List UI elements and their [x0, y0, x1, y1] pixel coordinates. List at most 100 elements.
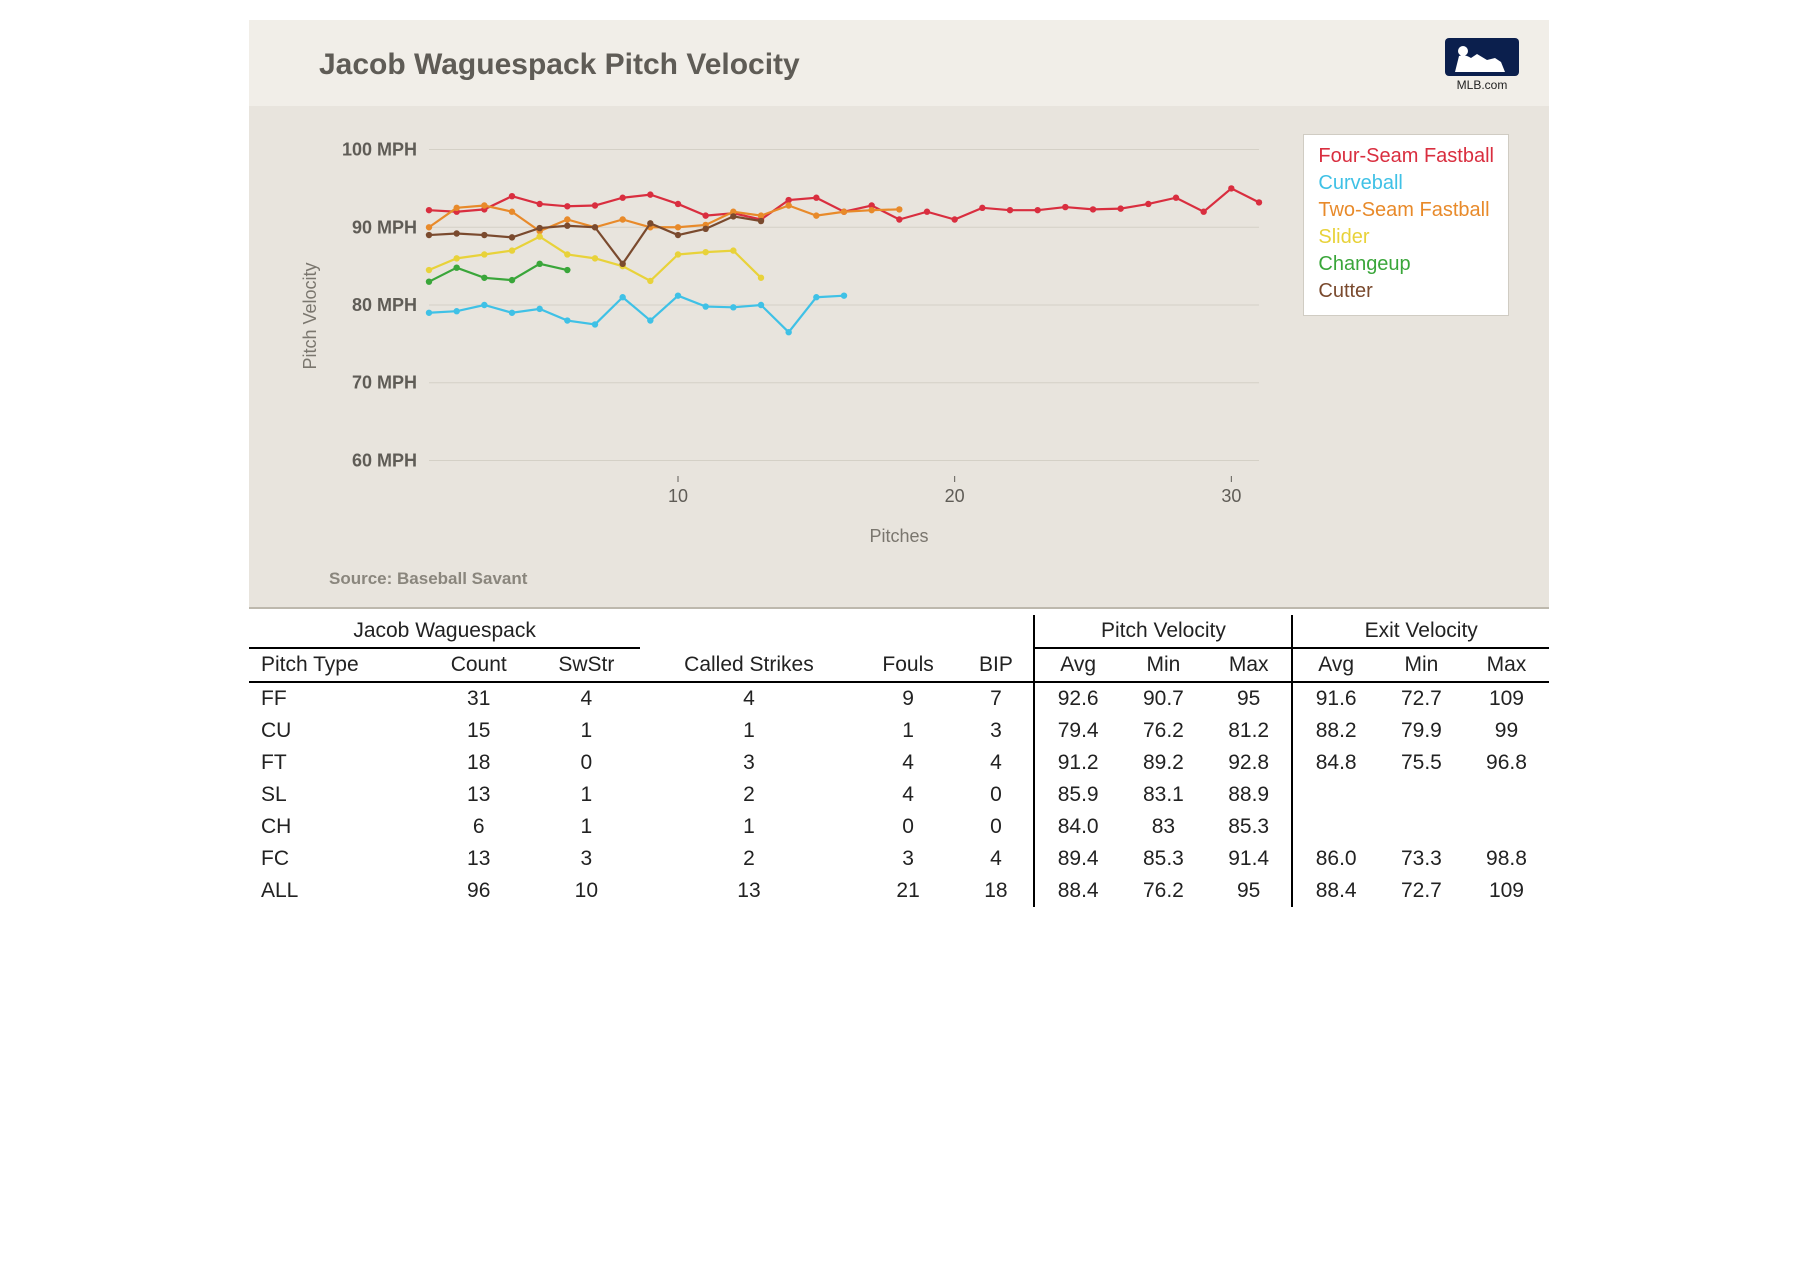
svg-text:80 MPH: 80 MPH — [352, 295, 417, 315]
table-cell: 91.2 — [1034, 747, 1121, 779]
col-ev-max: Max — [1464, 648, 1549, 682]
table-row: ALL961013211888.476.29588.472.7109 — [249, 875, 1549, 907]
col-pv-avg: Avg — [1034, 648, 1121, 682]
table-cell: 83.1 — [1121, 779, 1206, 811]
exit-velocity-group: Exit Velocity — [1292, 615, 1549, 648]
table-cell: 7 — [958, 682, 1034, 715]
table-cell: 84.0 — [1034, 811, 1121, 843]
svg-text:70 MPH: 70 MPH — [352, 373, 417, 393]
table-row: CH6110084.08385.3 — [249, 811, 1549, 843]
table-cell: 75.5 — [1379, 747, 1464, 779]
svg-text:10: 10 — [668, 486, 688, 506]
source-text: Source: Baseball Savant — [249, 559, 1549, 609]
table-cell: 72.7 — [1379, 875, 1464, 907]
table-row: FT18034491.289.292.884.875.596.8 — [249, 747, 1549, 779]
table-cell: 1 — [640, 811, 858, 843]
table-cell: 4 — [858, 747, 959, 779]
svg-text:20: 20 — [945, 486, 965, 506]
table-cell: 2 — [640, 843, 858, 875]
col-pitch-type: Pitch Type — [249, 648, 425, 682]
table-cell: 0 — [858, 811, 959, 843]
table-cell: 79.9 — [1379, 715, 1464, 747]
table-cell: 92.8 — [1206, 747, 1293, 779]
table-cell: 89.2 — [1121, 747, 1206, 779]
table-cell: 0 — [533, 747, 641, 779]
table-cell — [1379, 811, 1464, 843]
table-cell: 109 — [1464, 682, 1549, 715]
col-called-strikes: Called Strikes — [640, 648, 858, 682]
y-axis-label: Pitch Velocity — [300, 262, 321, 369]
col-fouls: Fouls — [858, 648, 959, 682]
table-cell: 2 — [640, 779, 858, 811]
table-cell: 88.4 — [1292, 875, 1379, 907]
table-cell: 85.9 — [1034, 779, 1121, 811]
table-cell: FF — [249, 682, 425, 715]
legend-item: Curveball — [1318, 170, 1494, 197]
table-cell: 6 — [425, 811, 533, 843]
table-cell: 15 — [425, 715, 533, 747]
legend-item: Slider — [1318, 224, 1494, 251]
table-cell: 0 — [958, 779, 1034, 811]
col-pv-min: Min — [1121, 648, 1206, 682]
table-row: FF31449792.690.79591.672.7109 — [249, 682, 1549, 715]
table-cell: ALL — [249, 875, 425, 907]
table-cell: 79.4 — [1034, 715, 1121, 747]
col-count: Count — [425, 648, 533, 682]
table-cell: 4 — [858, 779, 959, 811]
table-cell: 96.8 — [1464, 747, 1549, 779]
table-row: FC13323489.485.391.486.073.398.8 — [249, 843, 1549, 875]
legend-item: Cutter — [1318, 278, 1494, 305]
logo-text: MLB.com — [1457, 78, 1508, 92]
chart-panel: Jacob Waguespack Pitch Velocity MLB.com … — [249, 20, 1549, 609]
panel-header: Jacob Waguespack Pitch Velocity MLB.com — [249, 20, 1549, 106]
table-group-header-row: Jacob Waguespack Pitch Velocity Exit Vel… — [249, 615, 1549, 648]
table-cell: 72.7 — [1379, 682, 1464, 715]
table-cell: 95 — [1206, 875, 1293, 907]
stats-table: Jacob Waguespack Pitch Velocity Exit Vel… — [249, 615, 1549, 907]
table-cell: 3 — [640, 747, 858, 779]
table-cell: 76.2 — [1121, 875, 1206, 907]
table-row: SL13124085.983.188.9 — [249, 779, 1549, 811]
table-cell: 96 — [425, 875, 533, 907]
table-cell: 1 — [533, 715, 641, 747]
table-cell: CH — [249, 811, 425, 843]
table-body: FF31449792.690.79591.672.7109CU15111379.… — [249, 682, 1549, 907]
table-cell — [1292, 779, 1379, 811]
table-cell: 0 — [958, 811, 1034, 843]
table-cell: 98.8 — [1464, 843, 1549, 875]
legend-item: Changeup — [1318, 251, 1494, 278]
table-cell: 4 — [958, 747, 1034, 779]
table-cell: 3 — [958, 715, 1034, 747]
table-cell: FC — [249, 843, 425, 875]
table-cell: 88.2 — [1292, 715, 1379, 747]
legend-item: Four-Seam Fastball — [1318, 143, 1494, 170]
table-cell: FT — [249, 747, 425, 779]
svg-text:30: 30 — [1221, 486, 1241, 506]
table-cell: 1 — [533, 779, 641, 811]
table-cell: 81.2 — [1206, 715, 1293, 747]
table-cell: 3 — [533, 843, 641, 875]
col-ev-avg: Avg — [1292, 648, 1379, 682]
table-cell: 1 — [640, 715, 858, 747]
table-cell: 88.4 — [1034, 875, 1121, 907]
stats-table-wrap: Jacob Waguespack Pitch Velocity Exit Vel… — [249, 609, 1549, 907]
col-ev-min: Min — [1379, 648, 1464, 682]
table-cell: 86.0 — [1292, 843, 1379, 875]
table-cell: 21 — [858, 875, 959, 907]
table-cell: 84.8 — [1292, 747, 1379, 779]
table-cell: 9 — [858, 682, 959, 715]
mlb-logo: MLB.com — [1445, 38, 1519, 92]
table-cell: 92.6 — [1034, 682, 1121, 715]
table-cell: 13 — [425, 779, 533, 811]
table-cell: 4 — [533, 682, 641, 715]
col-pv-max: Max — [1206, 648, 1293, 682]
table-cell — [1379, 779, 1464, 811]
x-axis-label: Pitches — [249, 526, 1549, 559]
table-cell: 1 — [858, 715, 959, 747]
table-cell: 13 — [640, 875, 858, 907]
player-name-header: Jacob Waguespack — [249, 615, 640, 648]
chart-area: Pitch Velocity 60 MPH70 MPH80 MPH90 MPH1… — [249, 106, 1549, 526]
mlb-logo-icon — [1445, 38, 1519, 76]
table-cell: 4 — [958, 843, 1034, 875]
table-cell: 85.3 — [1121, 843, 1206, 875]
